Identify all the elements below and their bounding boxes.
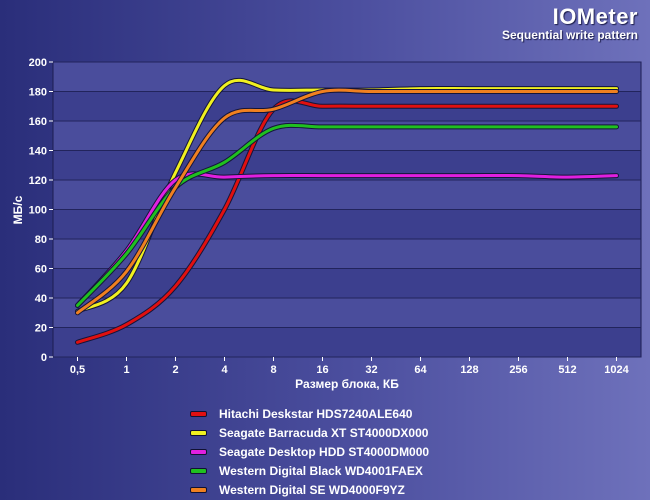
- legend-label: Seagate Barracuda XT ST4000DX000: [219, 425, 429, 440]
- plot-band: [53, 239, 641, 269]
- legend-item: Western Digital SE WD4000F9YZ: [190, 480, 429, 499]
- legend-swatch: [190, 410, 207, 417]
- y-tick-label: 80: [35, 234, 47, 246]
- legend-label: Western Digital SE WD4000F9YZ: [219, 482, 405, 497]
- y-axis-ticks: 0 20 40 60 80 100 120 140 160 180 200: [29, 57, 53, 364]
- y-tick-label: 160: [29, 116, 47, 128]
- y-tick-label: 120: [29, 175, 47, 187]
- legend-label: Hitachi Deskstar HDS7240ALE640: [219, 406, 413, 421]
- series-line-1: [76, 99, 618, 344]
- legend-item: Seagate Desktop HDD ST4000DM000: [190, 442, 429, 461]
- legend-item: Hitachi Deskstar HDS7240ALE640: [190, 404, 429, 423]
- x-tick-label: 1024: [604, 364, 629, 376]
- x-tick-label: 512: [558, 364, 576, 376]
- x-axis-ticks: 0,5 1 2 4 8 16 32 64 128 256 512 1024: [70, 357, 630, 376]
- x-tick-label: 256: [509, 364, 527, 376]
- legend-item: Seagate Barracuda XT ST4000DX000: [190, 423, 429, 442]
- legend-swatch: [190, 467, 207, 474]
- legend-swatch: [190, 486, 207, 493]
- y-tick-label: 100: [29, 205, 47, 217]
- x-tick-label: 128: [460, 364, 478, 376]
- plot-band: [53, 298, 641, 328]
- x-tick-label: 1: [123, 364, 129, 376]
- plot-band: [53, 327, 641, 357]
- chart-title: IOMeter: [552, 4, 638, 29]
- series-lines: [75, 77, 619, 345]
- legend-swatch: [190, 448, 207, 455]
- legend-item: Western Digital Black WD4001FAEX: [190, 461, 429, 480]
- x-tick-label: 32: [365, 364, 377, 376]
- legend-label: Western Digital Black WD4001FAEX: [219, 463, 423, 478]
- series-line-5: [76, 88, 618, 315]
- series-line-4: [76, 123, 618, 307]
- y-tick-label: 180: [29, 87, 47, 99]
- x-tick-label: 2: [172, 364, 178, 376]
- y-tick-label: 40: [35, 293, 47, 305]
- legend-swatch: [190, 429, 207, 436]
- plot-band: [53, 180, 641, 210]
- x-tick-label: 4: [221, 364, 228, 376]
- y-tick-label: 200: [29, 57, 47, 69]
- legend: Hitachi Deskstar HDS7240ALE640 Seagate Ba…: [190, 404, 429, 499]
- legend-label: Seagate Desktop HDD ST4000DM000: [219, 444, 430, 459]
- x-tick-label: 16: [316, 364, 328, 376]
- x-axis-label: Размер блока, КБ: [295, 377, 399, 391]
- x-tick-label: 8: [270, 364, 276, 376]
- x-tick-label: 0,5: [70, 364, 85, 376]
- y-tick-label: 60: [35, 264, 47, 276]
- y-axis-label: МБ/с: [11, 195, 25, 224]
- chart-subtitle: Sequential write pattern: [501, 28, 638, 42]
- x-tick-label: 64: [414, 364, 427, 376]
- y-tick-label: 0: [41, 352, 47, 364]
- plot-band: [53, 268, 641, 298]
- y-tick-label: 140: [29, 146, 47, 158]
- series-line-3: [76, 172, 618, 307]
- y-tick-label: 20: [35, 323, 47, 335]
